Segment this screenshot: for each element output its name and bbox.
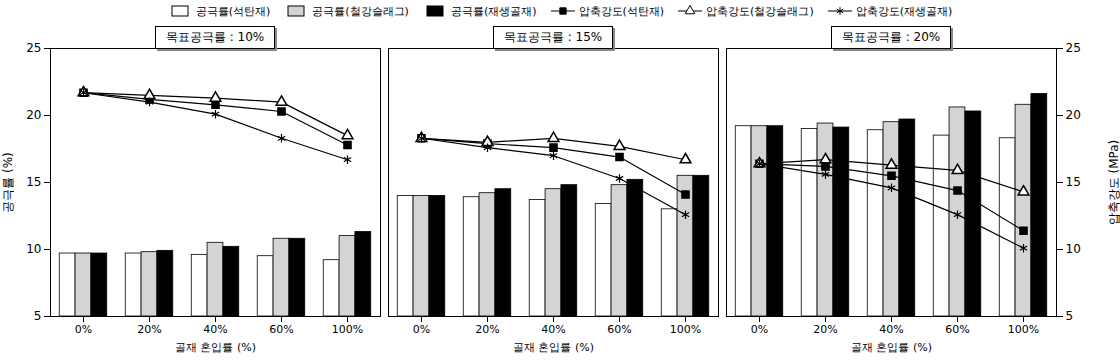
svg-text:20%: 20% [475, 323, 499, 336]
svg-text:20: 20 [1066, 108, 1081, 122]
svg-text:0%: 0% [75, 323, 92, 336]
svg-text:60%: 60% [945, 323, 969, 336]
svg-text:공극률 (%): 공극률 (%) [1, 152, 15, 213]
svg-text:100%: 100% [1008, 323, 1039, 336]
svg-text:20: 20 [26, 108, 41, 122]
html-text:압축강도(석탄재): 압축강도(석탄재) [578, 4, 665, 18]
svg-text:0%: 0% [751, 323, 768, 336]
svg-text:25: 25 [1066, 41, 1081, 55]
html-text:목표공극률 : 15%: 목표공극률 : 15% [503, 30, 603, 44]
svg-text:15: 15 [1066, 175, 1081, 189]
svg-text:15: 15 [26, 175, 41, 189]
svg-text:100%: 100% [670, 323, 701, 336]
svg-text:골재 혼입률 (%): 골재 혼입률 (%) [175, 341, 256, 354]
svg-text:골재 혼입률 (%): 골재 혼입률 (%) [851, 341, 932, 354]
svg-text:100%: 100% [332, 323, 363, 336]
html-text:목표공극률 : 20%: 목표공극률 : 20% [841, 30, 941, 44]
svg-text:40%: 40% [203, 323, 227, 336]
html-text:압축강도(재생골재): 압축강도(재생골재) [855, 4, 953, 18]
svg-text:60%: 60% [607, 323, 631, 336]
svg-text:골재 혼입률 (%): 골재 혼입률 (%) [513, 341, 594, 354]
svg-text:10: 10 [26, 242, 41, 256]
svg-text:40%: 40% [879, 323, 903, 336]
svg-text:5: 5 [34, 309, 42, 323]
svg-text:0%: 0% [413, 323, 430, 336]
html-text:목표공극률 : 10%: 목표공극률 : 10% [165, 30, 265, 44]
svg-text:20%: 20% [813, 323, 837, 336]
html-text:압축강도(철강슬래그): 압축강도(철강슬래그) [706, 4, 814, 18]
svg-text:5: 5 [1066, 309, 1074, 323]
svg-text:압축강도 (MPa): 압축강도 (MPa) [1107, 140, 1120, 226]
html-text:공극률(철강슬래그): 공극률(철강슬래그) [312, 4, 409, 18]
svg-text:60%: 60% [269, 323, 293, 336]
svg-text:20%: 20% [137, 323, 161, 336]
html-text:공극률(석탄재): 공극률(석탄재) [195, 4, 271, 18]
html-text:공극률(재생골재): 공극률(재생골재) [450, 4, 537, 18]
svg-text:40%: 40% [541, 323, 565, 336]
svg-text:10: 10 [1066, 242, 1081, 256]
svg-text:25: 25 [26, 41, 41, 55]
